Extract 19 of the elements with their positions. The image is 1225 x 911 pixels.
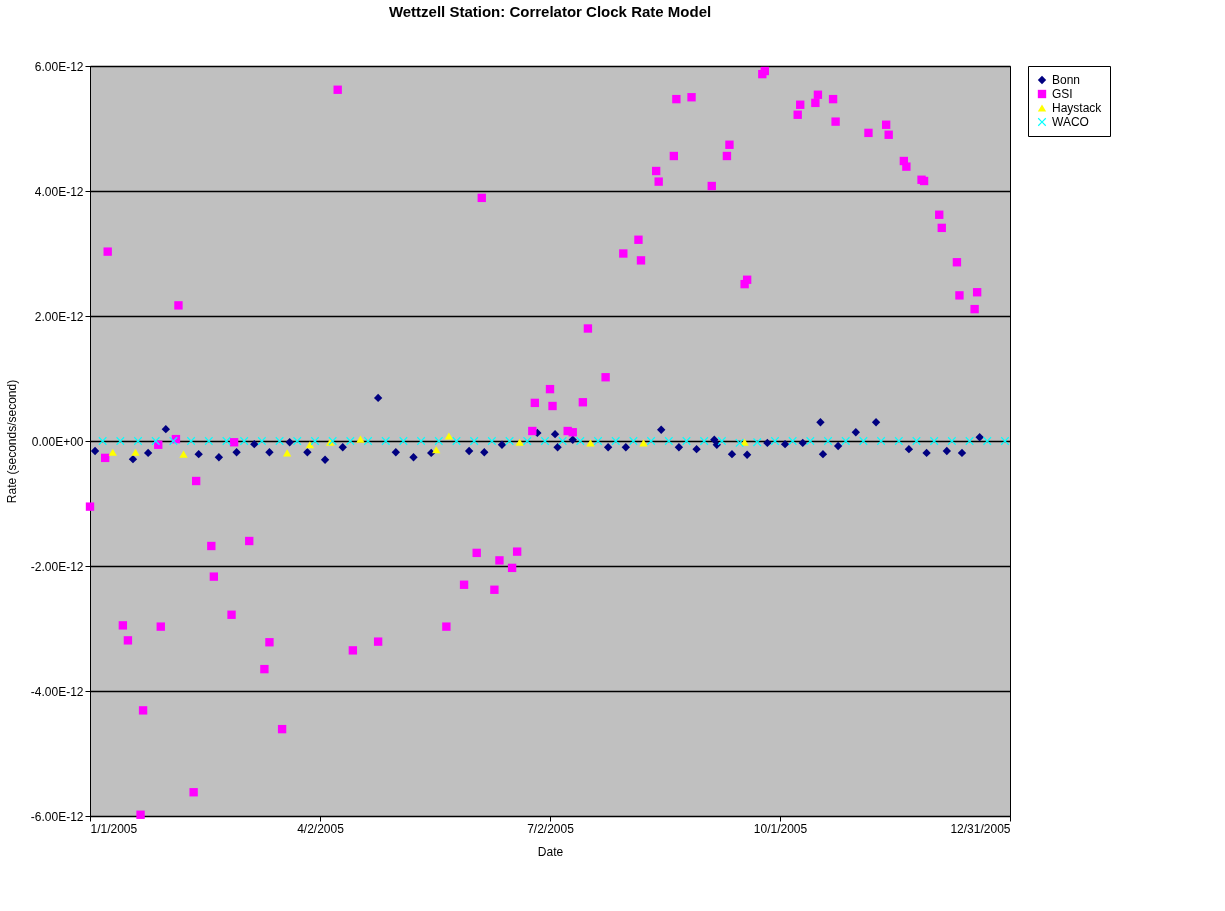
y-tick-label: -4.00E-12: [30, 684, 84, 699]
x-tick-label: 1/1/2005: [90, 821, 138, 836]
y-tick-label: 2.00E-12: [34, 309, 84, 324]
x-tick-label: 12/31/2005: [950, 821, 1011, 836]
y-tick-label: -6.00E-12: [30, 809, 84, 824]
y-tick-label: 0.00E+00: [31, 434, 84, 449]
x-axis-title: Date: [537, 844, 564, 859]
x-tick-label: 4/2/2005: [297, 821, 345, 836]
y-tick-label: 6.00E-12: [34, 59, 84, 74]
legend-label: GSI: [1052, 87, 1073, 101]
y-axis-title: Rate (seconds/second): [4, 379, 19, 504]
legend-label: Haystack: [1052, 101, 1103, 115]
chart-title: Wettzell Station: Correlator Clock Rate Model: [388, 3, 712, 20]
y-tick-label: 4.00E-12: [34, 184, 84, 199]
legend-label: WACO: [1052, 115, 1089, 129]
x-tick-label: 10/1/2005: [753, 821, 808, 836]
y-tick-label: -2.00E-12: [30, 559, 84, 574]
x-tick-label: 7/2/2005: [527, 821, 575, 836]
legend-label: Bonn: [1052, 73, 1081, 87]
